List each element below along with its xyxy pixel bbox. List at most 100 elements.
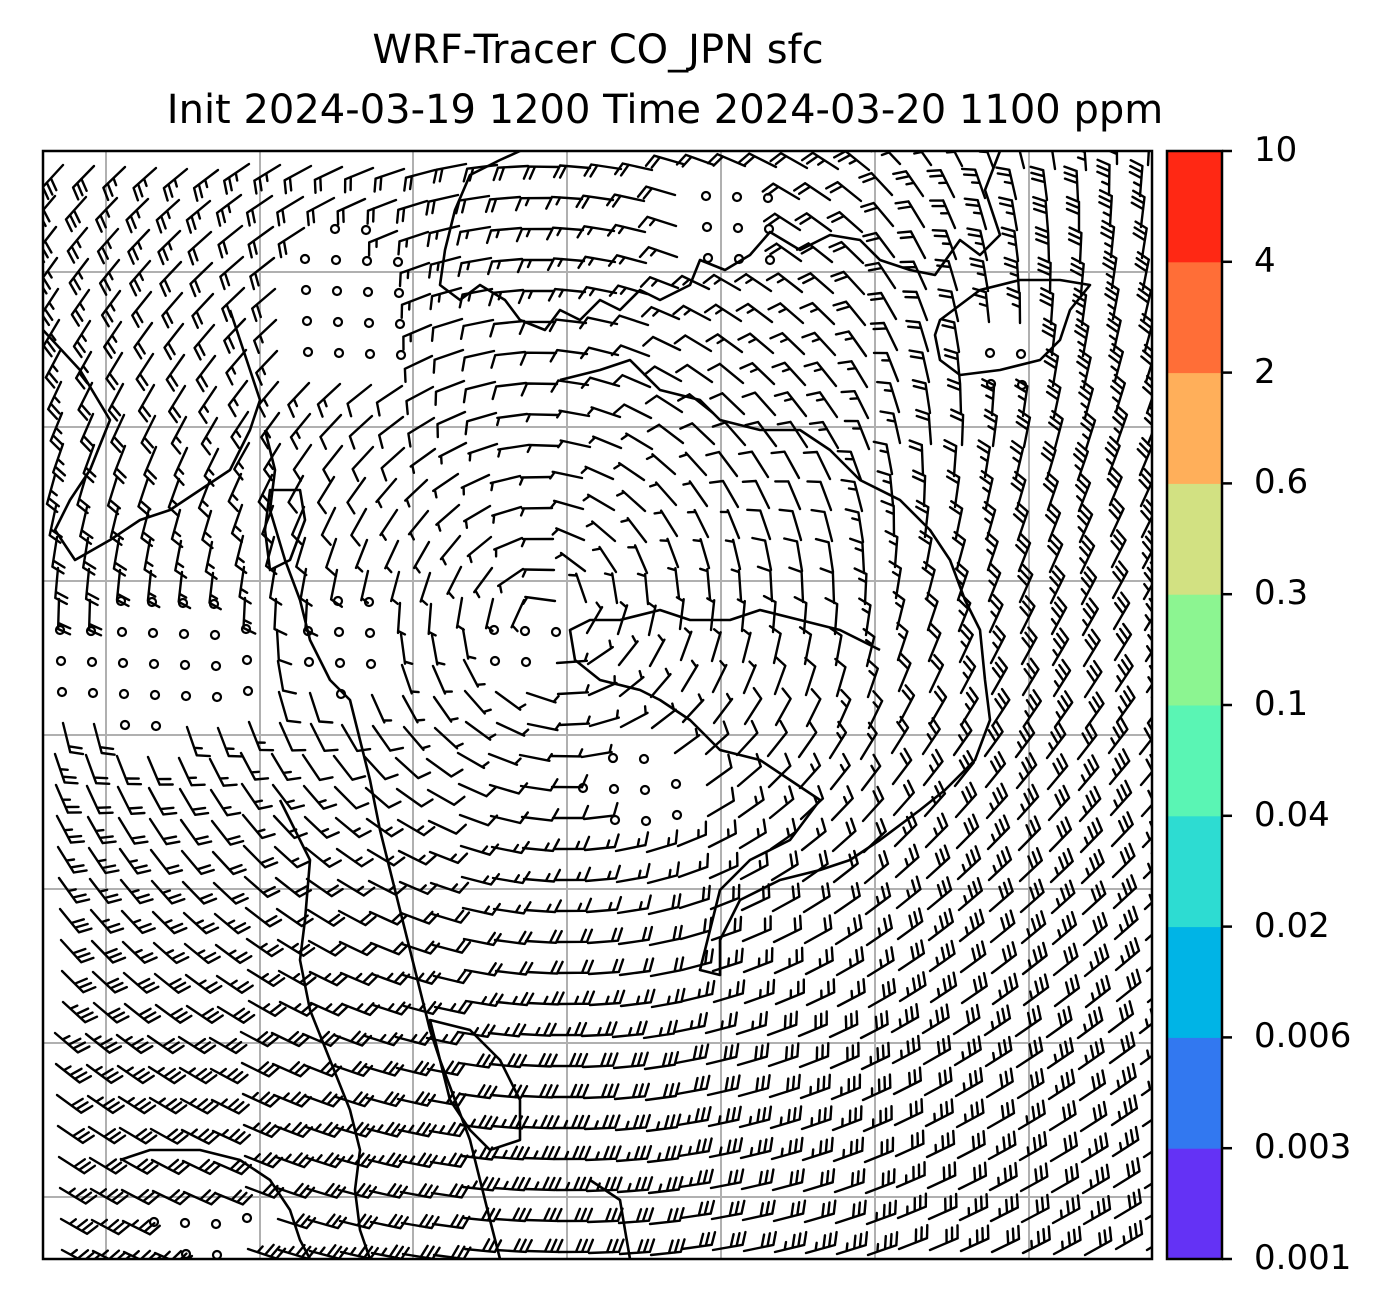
wind-barb bbox=[988, 594, 1004, 634]
wind-barb bbox=[430, 317, 464, 342]
wind-barb bbox=[1080, 410, 1097, 451]
wind-barb bbox=[336, 1152, 377, 1169]
wind-barb bbox=[739, 362, 776, 386]
wind-barb bbox=[859, 1010, 889, 1040]
wind-barb bbox=[1136, 436, 1152, 477]
wind-barb bbox=[1115, 685, 1136, 724]
wind-barb bbox=[77, 381, 94, 421]
wind-barb bbox=[86, 815, 117, 845]
wind-barb bbox=[137, 383, 156, 423]
wind-barb bbox=[333, 1060, 374, 1077]
calm-circle bbox=[733, 253, 745, 265]
wind-barb bbox=[800, 817, 827, 852]
wind-barb bbox=[576, 225, 616, 239]
wind-barb bbox=[678, 1168, 714, 1189]
wind-barb bbox=[489, 319, 526, 338]
wind-barb bbox=[828, 720, 848, 760]
wind-barb bbox=[738, 152, 778, 169]
wind-barb bbox=[929, 971, 958, 1004]
wind-barb bbox=[462, 163, 499, 183]
wind-barb bbox=[1052, 1225, 1082, 1256]
calm-circle bbox=[362, 286, 374, 298]
wind-barb bbox=[430, 909, 471, 924]
wind-barb bbox=[116, 785, 146, 815]
wind-barb bbox=[556, 684, 590, 696]
wind-barb bbox=[836, 450, 863, 482]
wind-barb bbox=[607, 223, 647, 237]
wind-barb bbox=[617, 1207, 655, 1225]
wind-barb bbox=[639, 276, 680, 290]
wind-barb bbox=[92, 1001, 130, 1024]
wind-barb bbox=[434, 379, 466, 406]
wind-barb bbox=[1042, 471, 1059, 512]
wind-barb bbox=[778, 508, 803, 542]
wind-barb bbox=[426, 788, 466, 806]
wind-barb bbox=[922, 748, 944, 787]
wind-barb bbox=[865, 1199, 897, 1226]
wind-barb bbox=[858, 171, 894, 197]
wind-barb bbox=[283, 164, 313, 195]
calm-circle bbox=[332, 595, 344, 607]
wind-barb bbox=[616, 489, 647, 513]
wind-barb bbox=[1009, 440, 1025, 480]
wind-barb bbox=[945, 151, 964, 168]
wind-barb bbox=[890, 1003, 920, 1034]
wind-barb bbox=[675, 596, 685, 631]
wind-barb bbox=[773, 1230, 808, 1254]
wind-barb bbox=[350, 507, 368, 547]
wind-barb bbox=[159, 260, 183, 297]
wind-barb bbox=[1014, 151, 1026, 170]
wind-barb bbox=[989, 909, 1016, 944]
wind-barb bbox=[109, 506, 124, 546]
wind-barb bbox=[384, 539, 400, 574]
wind-barb bbox=[90, 1218, 130, 1236]
wind-barb bbox=[986, 1099, 1016, 1130]
wind-barb bbox=[313, 165, 344, 194]
wind-barb bbox=[637, 215, 678, 229]
wind-barb bbox=[737, 1074, 771, 1098]
wind-barb bbox=[1078, 785, 1102, 823]
wind-barb bbox=[1034, 226, 1051, 264]
wind-barb bbox=[112, 444, 127, 485]
wind-barb bbox=[922, 1035, 952, 1066]
wind-barb bbox=[636, 572, 650, 606]
calm-circle bbox=[333, 626, 345, 638]
wind-barb bbox=[801, 1136, 834, 1162]
wind-barb bbox=[608, 284, 649, 297]
wind-barb bbox=[1014, 378, 1029, 418]
wind-barb bbox=[84, 567, 100, 607]
wind-barb bbox=[211, 1128, 251, 1145]
wind-barb bbox=[115, 754, 143, 786]
wind-barb bbox=[497, 567, 525, 594]
wind-barb bbox=[678, 451, 708, 477]
wind-barb bbox=[735, 1010, 768, 1036]
wind-barb bbox=[963, 197, 988, 231]
wind-barb bbox=[178, 787, 210, 816]
wind-barb bbox=[1048, 816, 1073, 853]
wind-barb bbox=[937, 288, 960, 323]
calm-circle bbox=[700, 190, 712, 202]
wind-barb bbox=[913, 151, 933, 167]
wind-barb bbox=[365, 817, 404, 838]
wind-barb bbox=[84, 753, 111, 785]
wind-barb bbox=[458, 287, 494, 309]
wind-barb bbox=[242, 844, 279, 869]
wind-barb bbox=[741, 915, 772, 943]
wind-barb bbox=[249, 256, 276, 291]
wind-barb bbox=[924, 591, 939, 632]
calm-circle bbox=[241, 654, 253, 666]
wind-barb bbox=[554, 551, 587, 573]
wind-barb bbox=[309, 1001, 349, 1017]
wind-barb bbox=[710, 1199, 746, 1221]
wind-barb bbox=[291, 505, 306, 546]
wind-barb bbox=[1077, 1037, 1105, 1071]
wind-barb bbox=[146, 1034, 185, 1055]
wind-barb bbox=[494, 690, 527, 711]
wind-barb bbox=[182, 1189, 222, 1206]
wind-barb bbox=[803, 914, 833, 945]
wind-barb bbox=[177, 1035, 217, 1055]
wind-barb bbox=[960, 972, 988, 1005]
wind-barb bbox=[986, 814, 1011, 851]
wind-barb bbox=[554, 897, 593, 913]
wind-barb bbox=[897, 1223, 929, 1251]
